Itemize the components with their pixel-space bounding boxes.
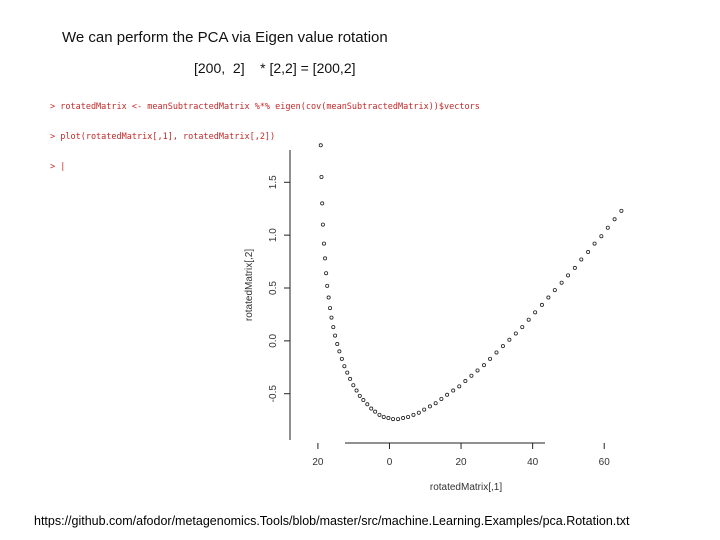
data-point — [526, 317, 531, 322]
data-point — [605, 225, 610, 230]
data-point — [439, 396, 444, 401]
data-point — [599, 234, 604, 239]
matrix-dimensions-text: [200, 2] * [2,2] = [200,2] — [194, 60, 356, 76]
data-point — [325, 283, 330, 288]
data-point — [333, 333, 338, 338]
data-point — [339, 356, 344, 361]
data-point — [391, 417, 396, 422]
data-point — [451, 388, 456, 393]
slide-title: We can perform the PCA via Eigen value r… — [62, 29, 388, 46]
data-point — [354, 388, 359, 393]
data-point — [348, 376, 353, 381]
data-point — [463, 379, 468, 384]
data-point — [331, 325, 336, 330]
data-point — [481, 363, 486, 368]
data-point — [319, 174, 324, 179]
data-point — [579, 257, 584, 262]
x-axis-ticks: 20 0 20 40 60 — [312, 443, 610, 468]
data-point — [323, 256, 328, 261]
data-point — [329, 315, 334, 320]
data-point — [539, 302, 544, 307]
data-point — [494, 350, 499, 355]
y-axis-label: rotatedMatrix[,2] — [244, 249, 255, 321]
data-point — [321, 241, 326, 246]
data-point — [566, 273, 571, 278]
data-point — [401, 416, 406, 421]
y-tick-label: 1.5 — [268, 175, 279, 189]
data-point — [533, 310, 538, 315]
data-point — [320, 222, 325, 227]
data-point — [361, 398, 366, 403]
x-tick-label: 20 — [455, 457, 467, 468]
data-point — [377, 412, 382, 417]
data-point — [469, 373, 474, 378]
data-point — [416, 410, 421, 415]
x-tick-label: 40 — [527, 457, 539, 468]
data-point — [381, 414, 386, 419]
x-tick-label: 0 — [387, 457, 393, 468]
data-point — [586, 250, 591, 255]
data-point — [324, 271, 329, 276]
r-console: > rotatedMatrix <- meanSubtractedMatrix … — [50, 82, 480, 182]
data-point — [507, 337, 512, 342]
y-tick-label: 0.5 — [268, 281, 279, 295]
x-axis-label: rotatedMatrix[,1] — [430, 482, 502, 493]
data-point — [386, 416, 391, 421]
data-point — [335, 342, 340, 347]
data-point — [326, 295, 331, 300]
source-url[interactable]: https://github.com/afodor/metagenomics.T… — [34, 514, 630, 528]
data-point — [488, 356, 493, 361]
data-point — [572, 265, 577, 270]
data-point — [422, 407, 427, 412]
data-point — [500, 344, 505, 349]
scatter-points — [318, 143, 624, 422]
data-point — [475, 368, 480, 373]
data-point — [342, 364, 347, 369]
y-tick-label: -0.5 — [268, 385, 279, 403]
data-point — [520, 325, 525, 330]
data-point — [365, 402, 370, 407]
y-axis-ticks: -0.5 0.0 0.5 1.0 1.5 — [268, 175, 290, 402]
data-point — [369, 406, 374, 411]
data-point — [328, 306, 333, 311]
data-point — [457, 384, 462, 389]
data-point — [552, 288, 557, 293]
data-point — [345, 370, 350, 375]
data-point — [619, 208, 624, 213]
data-point — [351, 383, 356, 388]
console-prompt[interactable]: > | — [50, 162, 66, 172]
data-point — [559, 280, 564, 285]
data-point — [406, 414, 411, 419]
console-line: > rotatedMatrix <- meanSubtractedMatrix … — [50, 102, 480, 112]
data-point — [396, 417, 401, 422]
data-point — [445, 392, 450, 397]
console-line: > plot(rotatedMatrix[,1], rotatedMatrix[… — [50, 132, 276, 142]
data-point — [320, 201, 325, 206]
data-point — [513, 331, 518, 336]
x-tick-label: 20 — [312, 457, 324, 468]
data-point — [357, 393, 362, 398]
data-point — [612, 217, 617, 222]
data-point — [546, 295, 551, 300]
y-tick-label: 1.0 — [268, 228, 279, 242]
data-point — [373, 409, 378, 414]
x-tick-label: 60 — [599, 457, 611, 468]
y-tick-label: 0.0 — [268, 333, 279, 347]
data-point — [318, 143, 323, 148]
data-point — [411, 412, 416, 417]
data-point — [427, 404, 432, 409]
data-point — [433, 401, 438, 406]
data-point — [592, 241, 597, 246]
data-point — [337, 349, 342, 354]
